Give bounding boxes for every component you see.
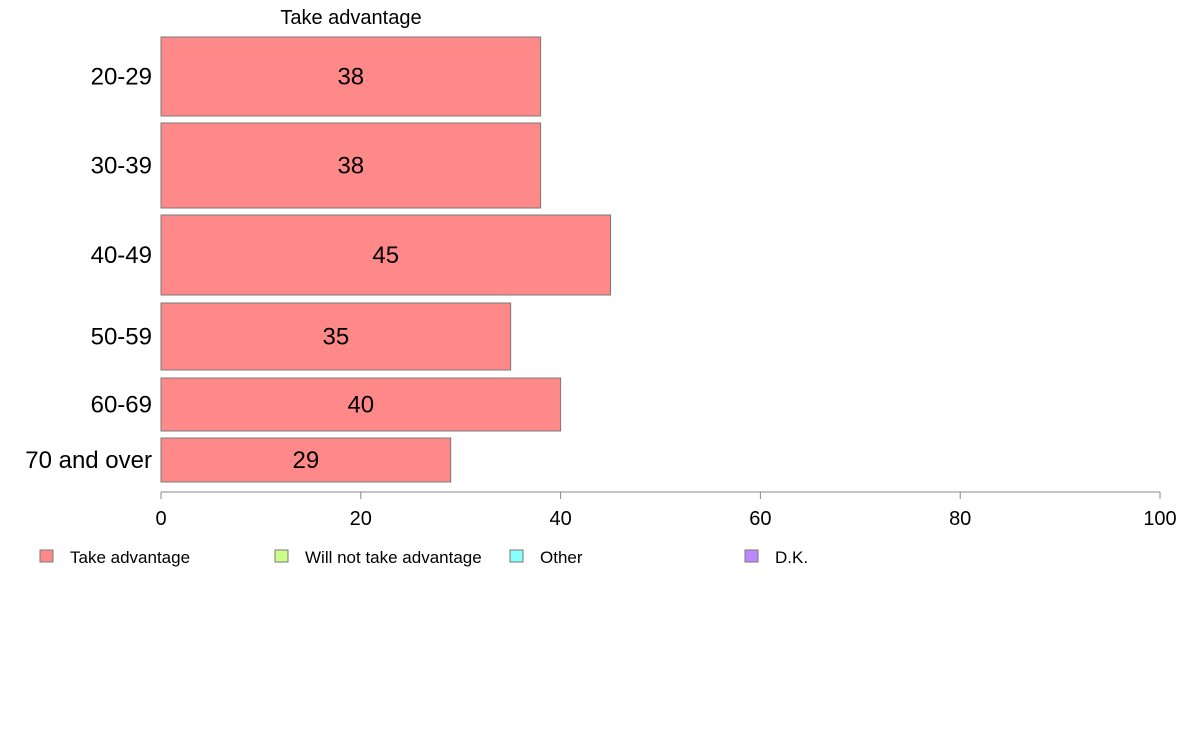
value-label: 38 — [337, 64, 364, 91]
x-tick-label: 80 — [949, 508, 971, 530]
category-label: 40-49 — [91, 242, 152, 269]
legend-swatch — [274, 549, 289, 563]
value-label: 40 — [347, 392, 374, 419]
category-label: 50-59 — [91, 324, 152, 351]
category-labels: 20-29 30-39 40-49 50-59 60-69 70 and over — [25, 64, 152, 475]
legend-swatch — [744, 549, 759, 563]
x-tick-label: 60 — [749, 508, 771, 530]
bar-30-39 — [160, 122, 542, 209]
legend-swatch — [39, 549, 54, 563]
legend: Take advantage Will not take advantage Oth… — [39, 548, 808, 567]
legend-label: D.K. — [775, 548, 808, 567]
x-tick-label: 100 — [1143, 508, 1176, 530]
value-label: 35 — [322, 324, 349, 351]
category-label: 60-69 — [91, 392, 152, 419]
x-tick-label: 0 — [155, 508, 166, 530]
series-title: Take advantage — [280, 7, 421, 29]
legend-label: Will not take advantage — [305, 548, 482, 567]
value-label: 29 — [293, 447, 320, 474]
category-label: 30-39 — [91, 153, 152, 180]
legend-label: Other — [540, 548, 583, 567]
bar-40-49 — [160, 214, 612, 296]
legend-label: Take advantage — [70, 548, 190, 567]
category-label: 70 and over — [25, 447, 152, 474]
category-label: 20-29 — [91, 64, 152, 91]
x-axis: 0 20 40 60 80 100 — [155, 491, 1177, 530]
value-labels: 38 38 45 35 40 29 — [293, 64, 400, 475]
bar-60-69 — [160, 377, 562, 432]
bar-50-59 — [160, 302, 512, 371]
value-label: 38 — [337, 153, 364, 180]
bar-70-and-over — [160, 437, 452, 483]
value-label: 45 — [372, 242, 399, 269]
bars-group — [160, 36, 612, 483]
legend-swatch — [509, 549, 524, 563]
x-tick-label: 20 — [350, 508, 372, 530]
x-tick-label: 40 — [549, 508, 571, 530]
bar-20-29 — [160, 36, 542, 117]
